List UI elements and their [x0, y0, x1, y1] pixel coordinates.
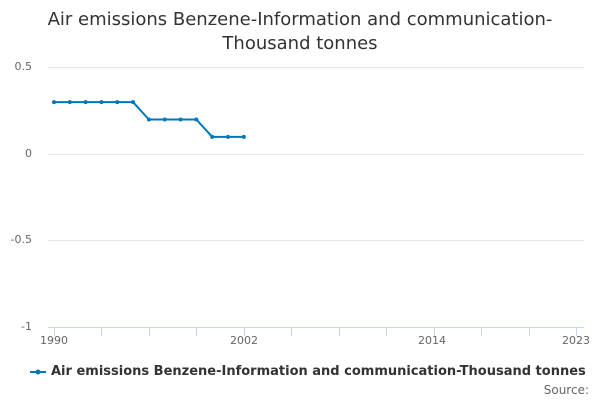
x-tick-label: 2014: [418, 334, 446, 347]
data-point[interactable]: [178, 117, 183, 122]
y-tick-label: 0: [25, 147, 32, 160]
y-tick-label: -1: [21, 320, 32, 333]
data-point[interactable]: [115, 100, 120, 105]
data-point[interactable]: [131, 100, 136, 105]
legend-label: Air emissions Benzene-Information and co…: [51, 364, 586, 379]
data-point[interactable]: [194, 117, 199, 122]
data-point[interactable]: [146, 117, 151, 122]
data-series-line[interactable]: [52, 100, 246, 139]
data-point[interactable]: [210, 134, 215, 139]
data-point[interactable]: [67, 100, 72, 105]
chart-title: Air emissions Benzene-Information and co…: [0, 8, 600, 56]
data-point[interactable]: [52, 100, 56, 105]
chart-title-line1: Air emissions Benzene-Information and co…: [47, 9, 553, 30]
data-point[interactable]: [241, 134, 246, 139]
legend-item[interactable]: Air emissions Benzene-Information and co…: [30, 364, 586, 379]
gridlines: [48, 67, 584, 241]
data-point[interactable]: [99, 100, 104, 105]
chart-title-line2: Thousand tonnes: [222, 33, 378, 54]
x-axis: [48, 327, 584, 336]
x-tick-label: 1990: [40, 334, 68, 347]
source-label: Source:: [543, 383, 589, 397]
data-point[interactable]: [83, 100, 88, 105]
x-tick-label: 2023: [562, 334, 590, 347]
y-tick-label: -0.5: [10, 233, 32, 246]
legend-line-icon: [30, 369, 46, 374]
data-point[interactable]: [162, 117, 167, 122]
data-point[interactable]: [226, 134, 230, 139]
x-tick-label: 2002: [230, 334, 258, 347]
y-tick-label: 0.5: [14, 60, 33, 73]
